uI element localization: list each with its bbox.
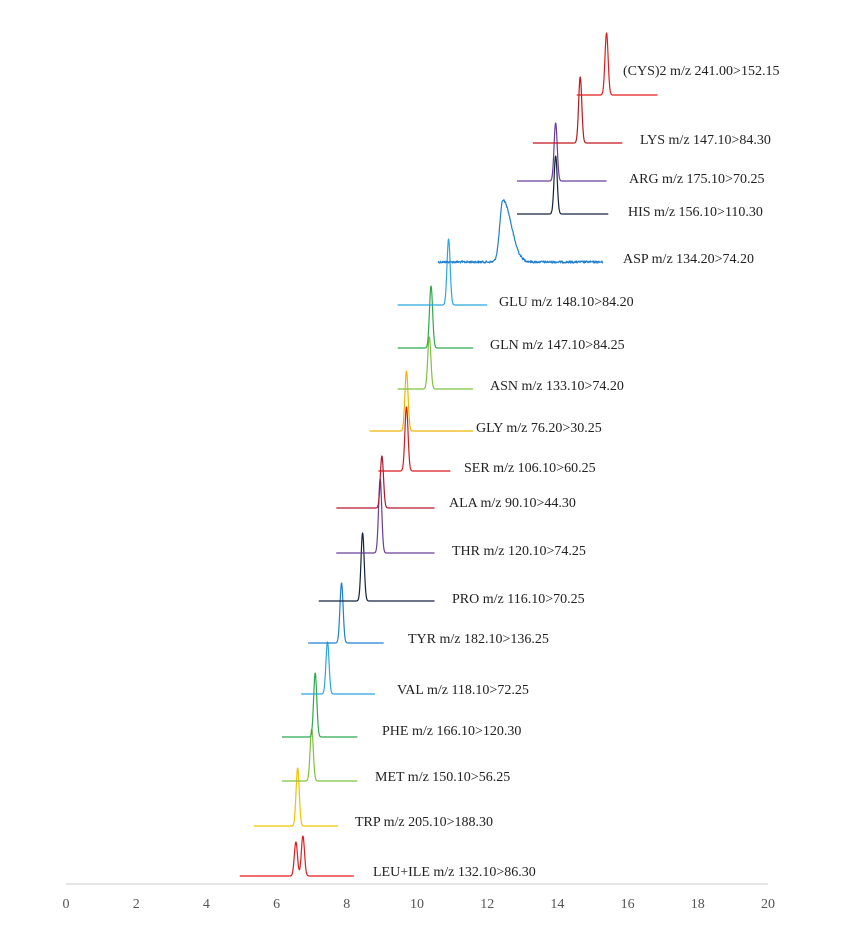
trace-label: PRO m/z 116.10>70.25	[452, 592, 585, 607]
chromatogram-traces	[239, 32, 658, 877]
trace-trp	[253, 767, 339, 827]
trace-label: ASN m/z 133.10>74.20	[490, 379, 624, 394]
trace-label: GLY m/z 76.20>30.25	[476, 421, 602, 436]
trace-label: LYS m/z 147.10>84.30	[640, 133, 771, 148]
trace-labels: LEU+ILE m/z 132.10>86.30 TRP m/z 205.10>1…	[355, 64, 779, 880]
x-tick-label: 18	[691, 897, 705, 912]
trace-val	[300, 641, 376, 695]
trace-cys-2	[576, 32, 658, 96]
trace-leu-ile	[239, 835, 355, 877]
x-tick-label: 20	[761, 897, 775, 912]
trace-phe	[281, 672, 358, 738]
trace-label: ARG m/z 175.10>70.25	[629, 172, 764, 187]
x-tick-label: 2	[133, 897, 140, 912]
x-tick-label: 16	[621, 897, 635, 912]
x-tick-label: 12	[480, 897, 494, 912]
trace-ser	[377, 406, 451, 472]
trace-label: TYR m/z 182.10>136.25	[408, 632, 549, 647]
trace-asp	[437, 199, 604, 264]
trace-thr	[335, 478, 435, 554]
trace-asn	[397, 336, 474, 390]
trace-pro	[318, 532, 435, 602]
trace-label: HIS m/z 156.10>110.30	[628, 205, 763, 220]
x-tick-label: 4	[203, 897, 210, 912]
trace-his	[516, 155, 609, 215]
trace-lys	[532, 76, 623, 144]
trace-label: GLU m/z 148.10>84.20	[499, 295, 634, 310]
trace-met	[281, 728, 358, 782]
trace-gln	[397, 285, 474, 349]
trace-tyr	[307, 582, 385, 644]
trace-label: (CYS)2 m/z 241.00>152.15	[623, 64, 779, 79]
trace-label: ASP m/z 134.20>74.20	[623, 252, 754, 267]
trace-glu	[397, 238, 488, 306]
x-tick-label: 10	[410, 897, 424, 912]
x-tick-label: 14	[550, 897, 564, 912]
x-tick-label: 8	[343, 897, 350, 912]
trace-gly	[369, 370, 474, 432]
trace-arg	[516, 122, 607, 182]
trace-label: LEU+ILE m/z 132.10>86.30	[373, 865, 536, 880]
trace-label: PHE m/z 166.10>120.30	[382, 724, 521, 739]
x-tick-label: 6	[273, 897, 280, 912]
x-axis-ticks: 0 2 4 6 8 10 12 14 16 18 20	[63, 897, 776, 912]
trace-label: THR m/z 120.10>74.25	[452, 544, 586, 559]
trace-label: GLN m/z 147.10>84.25	[490, 338, 625, 353]
trace-label: ALA m/z 90.10>44.30	[449, 496, 576, 511]
trace-label: VAL m/z 118.10>72.25	[397, 683, 529, 698]
trace-label: SER m/z 106.10>60.25	[464, 461, 596, 476]
x-tick-label: 0	[63, 897, 70, 912]
trace-label: TRP m/z 205.10>188.30	[355, 815, 493, 830]
trace-label: MET m/z 150.10>56.25	[375, 770, 510, 785]
trace-ala	[335, 455, 435, 509]
